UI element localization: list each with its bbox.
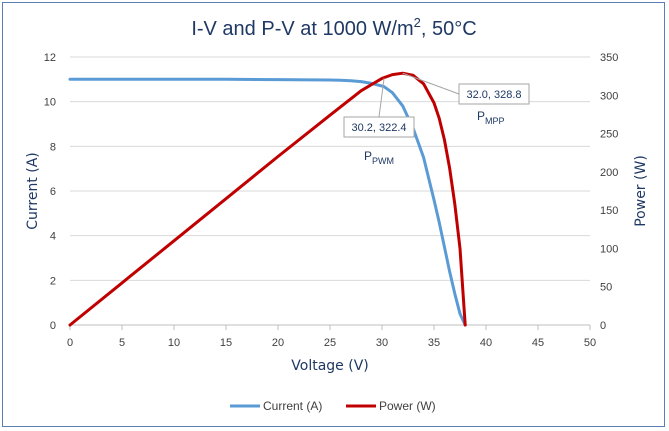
- legend: Current (A) Power (W): [230, 399, 436, 413]
- y-left-tick-label: 2: [50, 275, 56, 287]
- y-right-tick-label: 150: [600, 205, 618, 217]
- y-right-axis-title: Power (W): [633, 155, 649, 227]
- legend-label-power: Power (W): [379, 399, 436, 413]
- current-series-line: [68, 77, 467, 327]
- x-tick-label: 50: [584, 337, 596, 349]
- chart-title-sup: 2: [414, 15, 421, 30]
- x-tick-label: 15: [220, 337, 232, 349]
- y-right-tick-label: 100: [600, 243, 618, 255]
- x-tick-label: 20: [272, 337, 284, 349]
- y-left-tick-label: 0: [50, 320, 56, 332]
- y-right-tick-label: 0: [600, 320, 606, 332]
- y-left-tick-label: 6: [50, 186, 56, 198]
- y-left-tick-label: 10: [44, 97, 56, 109]
- annotation-pwm-box: [343, 116, 415, 138]
- annotation-mpp-value: 32.0, 328.8: [466, 89, 521, 101]
- y-left-tick-label: 12: [44, 52, 56, 64]
- y-left-tick-label: 4: [50, 231, 56, 243]
- y-right-tick-label: 300: [600, 90, 618, 102]
- x-tick-label: 25: [324, 337, 336, 349]
- annotation-pwm-label: PPWM: [364, 149, 394, 166]
- chart-frame: [2, 2, 665, 427]
- annotations: 30.2, 322.4 PPWM 32.0, 328.8 PMPP: [343, 72, 530, 166]
- annotation-mpp-box: [458, 83, 530, 105]
- x-axis-title: Voltage (V): [291, 358, 368, 374]
- power-series-line: [68, 71, 467, 327]
- x-axis-ticks: 0 5 10 15 20 25 30 35 40 45 50: [67, 325, 596, 349]
- y-right-tick-label: 250: [600, 129, 618, 141]
- annotation-mpp-leader: [402, 72, 460, 95]
- y-left-axis-title: Current (A): [25, 152, 41, 230]
- chart-title-tail: , 50°C: [421, 18, 477, 40]
- x-tick-label: 0: [67, 337, 73, 349]
- y-left-axis-ticks: 0 2 4 6 8 10 12: [44, 52, 56, 332]
- y-right-tick-label: 200: [600, 167, 618, 179]
- annotation-pwm-value: 30.2, 322.4: [351, 122, 406, 134]
- annotation-mpp-label: PMPP: [477, 109, 505, 126]
- series-lines: [68, 71, 467, 327]
- x-tick-label: 30: [376, 337, 388, 349]
- legend-label-current: Current (A): [263, 399, 322, 413]
- x-tick-label: 5: [119, 337, 125, 349]
- x-tick-label: 45: [532, 337, 544, 349]
- x-tick-label: 40: [480, 337, 492, 349]
- x-tick-label: 10: [168, 337, 180, 349]
- x-tick-label: 35: [428, 337, 440, 349]
- y-left-tick-label: 8: [50, 141, 56, 153]
- chart-title-main: I-V and P-V at 1000 W/m: [191, 18, 413, 40]
- chart-title: I-V and P-V at 1000 W/m2, 50°C: [191, 15, 476, 40]
- y-right-tick-label: 50: [600, 282, 612, 294]
- y-right-tick-label: 350: [600, 52, 618, 64]
- y-right-axis-ticks: 0 50 100 150 200 250 300 350: [600, 52, 618, 332]
- annotation-pwm-leader: [378, 78, 385, 118]
